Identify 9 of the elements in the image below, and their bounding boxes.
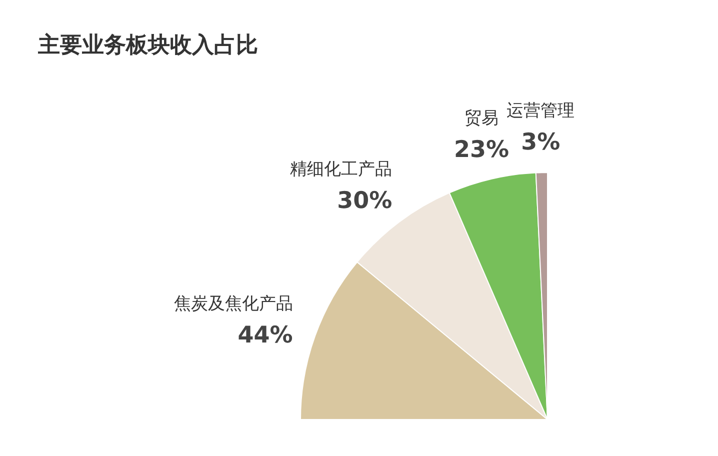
slice-label: 运营管理 <box>506 101 575 122</box>
slice-label: 精细化工产品 <box>290 159 392 180</box>
data-label: 3% <box>521 130 560 156</box>
data-label: 23% <box>454 137 510 164</box>
slice-label: 贸易 <box>464 108 499 128</box>
data-label: 30% <box>337 188 392 214</box>
chart-title: 主要业务板块收入占比 <box>38 32 258 60</box>
slice-label: 焦炭及焦化产品 <box>174 294 293 314</box>
data-label: 44% <box>238 322 293 349</box>
